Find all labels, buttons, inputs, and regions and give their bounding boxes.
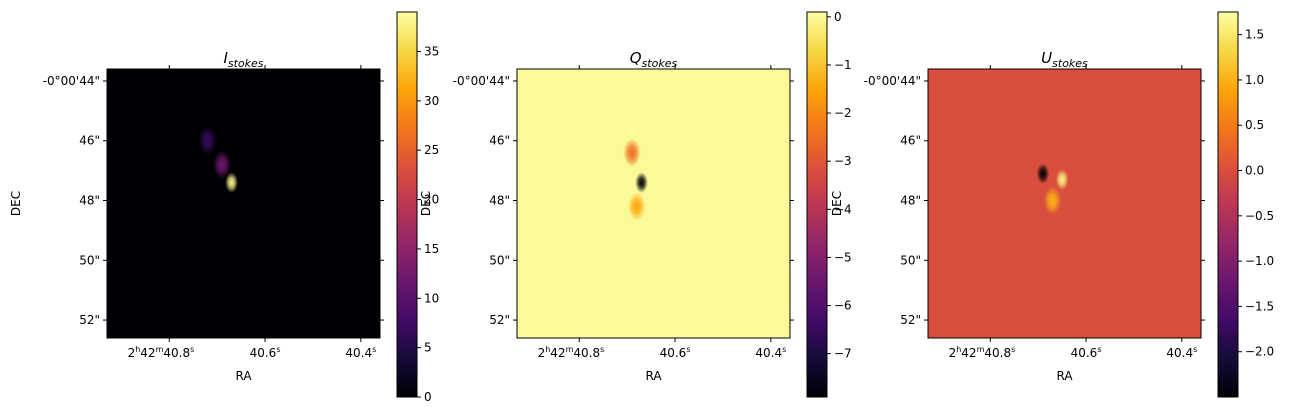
colorbar bbox=[396, 11, 418, 398]
colorbar-tick-label: 30 bbox=[424, 94, 439, 108]
y-tick-label: 48" bbox=[79, 194, 100, 208]
colorbar-tick-label: −7 bbox=[834, 347, 852, 361]
colorbar-tick-label: −3 bbox=[834, 154, 852, 168]
colorbar-tick-label: 1.0 bbox=[1245, 73, 1264, 87]
y-tick-label: 48" bbox=[489, 194, 510, 208]
x-tick-label: 40.6s bbox=[250, 345, 281, 360]
feature-south-knot bbox=[627, 192, 646, 221]
colorbar-tick-label: 15 bbox=[424, 242, 439, 256]
title-base: Q bbox=[630, 49, 642, 67]
map-background bbox=[517, 69, 790, 338]
y-tick-label: 46" bbox=[79, 134, 100, 148]
colorbar-tick-label: 1.5 bbox=[1245, 28, 1264, 42]
x-tick-label: 40.6s bbox=[1071, 345, 1102, 360]
colorbar-tick-label: −1 bbox=[834, 58, 852, 72]
colorbar bbox=[806, 11, 828, 398]
colorbar-tick-label: −5 bbox=[834, 250, 852, 264]
y-tick-label: 50" bbox=[900, 253, 921, 267]
feature-negative-peak bbox=[1036, 163, 1050, 185]
colorbar-tick-label: −0.5 bbox=[1245, 209, 1274, 223]
x-tick-label: 2h42m40.8s bbox=[949, 345, 1016, 360]
title-subscript: stokes bbox=[1052, 57, 1088, 70]
colorbar-tick-label: −6 bbox=[834, 299, 852, 313]
x-tick-label: 40.4s bbox=[755, 345, 786, 360]
colorbar-tick-label: 0.5 bbox=[1245, 118, 1264, 132]
x-axis-label: RA bbox=[1056, 369, 1073, 383]
y-tick-label: 52" bbox=[489, 313, 510, 327]
title-base: U bbox=[1041, 49, 1052, 67]
y-axis-label: DEC bbox=[9, 191, 23, 216]
colorbar-tick-label: 35 bbox=[424, 44, 439, 58]
y-tick-label: 52" bbox=[79, 313, 100, 327]
feature-filament bbox=[213, 150, 231, 179]
x-tick-label: 40.4s bbox=[345, 345, 376, 360]
colorbar-tick-label: 10 bbox=[424, 291, 439, 305]
colorbar-tick-label: −4 bbox=[834, 202, 852, 216]
x-tick-label: 2h42m40.8s bbox=[128, 345, 195, 360]
y-tick-label: 50" bbox=[79, 253, 100, 267]
colorbar-tick-label: 0 bbox=[424, 390, 432, 404]
panel-title: Istokes bbox=[223, 49, 263, 70]
title-subscript: stokes bbox=[642, 57, 678, 70]
axes-frame bbox=[927, 68, 1202, 339]
colorbar-tick-label: −1.5 bbox=[1245, 299, 1274, 313]
feature-positive-south bbox=[1043, 186, 1062, 215]
y-tick-label: 52" bbox=[900, 313, 921, 327]
map-background bbox=[928, 69, 1201, 338]
panel-title: Qstokes bbox=[630, 49, 678, 70]
title-base: I bbox=[223, 49, 228, 67]
y-tick-label: 46" bbox=[489, 134, 510, 148]
panel-i: Istokes -0°00'44" 46" 48" 50" 52" 2h42m40.8s 40… bbox=[9, 11, 439, 404]
colorbar bbox=[1217, 11, 1239, 398]
x-tick-label: 40.6s bbox=[660, 345, 691, 360]
y-tick-label: -0°00'44" bbox=[453, 74, 510, 88]
feature-knot bbox=[198, 126, 217, 156]
colorbar-tick-label: −1.0 bbox=[1245, 254, 1274, 268]
y-tick-label: 48" bbox=[900, 194, 921, 208]
colorbar-tick-label: 0 bbox=[834, 10, 842, 24]
y-tick-label: -0°00'44" bbox=[864, 74, 921, 88]
colorbar-tick-label: −2 bbox=[834, 106, 852, 120]
x-tick-label: 40.4s bbox=[1166, 345, 1197, 360]
map-features bbox=[1036, 163, 1069, 215]
x-axis-label: RA bbox=[645, 369, 662, 383]
axes-frame bbox=[106, 68, 381, 339]
feature-peak bbox=[635, 172, 648, 193]
axes-frame bbox=[516, 68, 791, 339]
colorbar-tick-label: 25 bbox=[424, 143, 439, 157]
x-axis-label: RA bbox=[235, 369, 252, 383]
map-features bbox=[623, 138, 648, 221]
feature-peak bbox=[225, 172, 238, 193]
colorbar-tick-label: 5 bbox=[424, 341, 432, 355]
y-tick-label: 46" bbox=[900, 134, 921, 148]
y-axis-label: DEC bbox=[830, 191, 844, 216]
map-background bbox=[107, 69, 380, 338]
colorbar-tick-label: 20 bbox=[424, 193, 439, 207]
panel-u: Ustokes -0°00'44" 46" 48" 50" 52" 2h42m40.8s 40… bbox=[830, 11, 1274, 398]
colorbar-tick-label: 0.0 bbox=[1245, 164, 1264, 178]
panel-q: Qstokes -0°00'44" 46" 48" 50" 52" 2h42m40.8s 40… bbox=[419, 10, 852, 398]
title-subscript: stokes bbox=[228, 57, 264, 70]
colorbar-tick-label: −2.0 bbox=[1245, 345, 1274, 359]
feature-filament bbox=[623, 138, 641, 167]
panel-title: Ustokes bbox=[1041, 49, 1088, 70]
map-features bbox=[198, 126, 238, 193]
x-tick-label: 2h42m40.8s bbox=[538, 345, 605, 360]
y-axis-label: DEC bbox=[419, 191, 433, 216]
y-tick-label: -0°00'44" bbox=[43, 74, 100, 88]
y-tick-label: 50" bbox=[489, 253, 510, 267]
feature-positive-peak bbox=[1055, 169, 1069, 190]
